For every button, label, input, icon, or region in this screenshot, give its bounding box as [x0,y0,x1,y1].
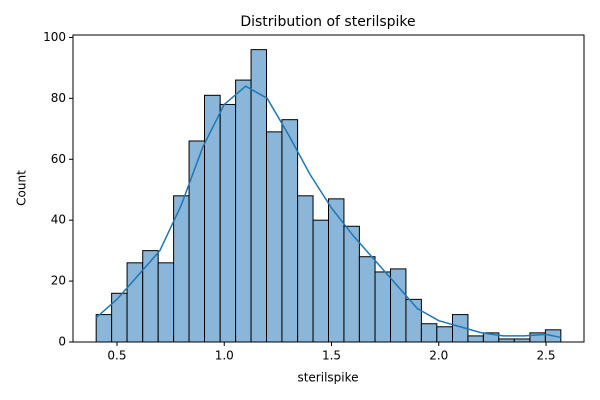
bar [374,271,391,343]
y-tick-label: 20 [51,274,66,288]
y-tick-label: 0 [58,335,66,349]
plot-frame [72,34,585,343]
y-tick-label: 60 [51,152,66,166]
bar [219,103,237,343]
bar [95,314,113,343]
y-axis-label: Count [15,170,29,206]
x-axis-label: sterilspike [297,371,358,385]
bar [111,292,128,343]
bar [312,219,330,343]
bar [235,79,252,343]
bar [281,119,299,343]
bar [188,140,206,343]
bar [420,323,438,343]
y-tick-label: 40 [51,213,66,227]
chart-title: Distribution of sterilspike [240,14,415,30]
bar [266,131,283,343]
x-tick-label: 1.5 [322,349,341,363]
y-tick-label: 80 [51,91,66,105]
bar [358,256,376,343]
y-tick-label: 100 [43,30,66,44]
x-tick-label: 2.0 [429,349,448,363]
bar [157,262,175,343]
x-tick-label: 0.5 [107,349,126,363]
bar [297,195,314,343]
x-tick-label: 2.5 [536,349,555,363]
bar [436,326,453,343]
bar [467,335,484,343]
bar [343,225,360,343]
bar [126,262,144,343]
x-tick-label: 1.0 [215,349,234,363]
kde-line [95,85,561,339]
bar [142,250,159,343]
bar [405,298,422,343]
bar [204,94,221,343]
